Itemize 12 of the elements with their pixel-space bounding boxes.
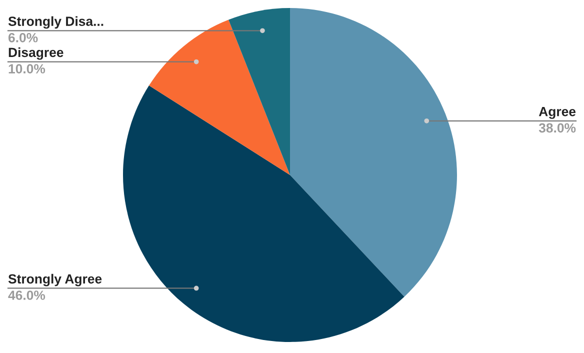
- slice-label: Strongly Disa...: [8, 16, 104, 29]
- data-label: 10.0%: [8, 64, 46, 74]
- slice-label: Disagree: [8, 47, 64, 60]
- pie-slice: [148, 20, 290, 175]
- pie-slice: [123, 86, 404, 342]
- data-label: 6.0%: [8, 32, 38, 42]
- pie-slice: [290, 8, 457, 297]
- pie-slice: [228, 8, 290, 175]
- data-label: 38.0%: [538, 123, 576, 133]
- slice-label: Agree: [538, 107, 576, 119]
- slice-label: Strongly Agree: [8, 274, 102, 286]
- data-label: 46.0%: [8, 290, 46, 300]
